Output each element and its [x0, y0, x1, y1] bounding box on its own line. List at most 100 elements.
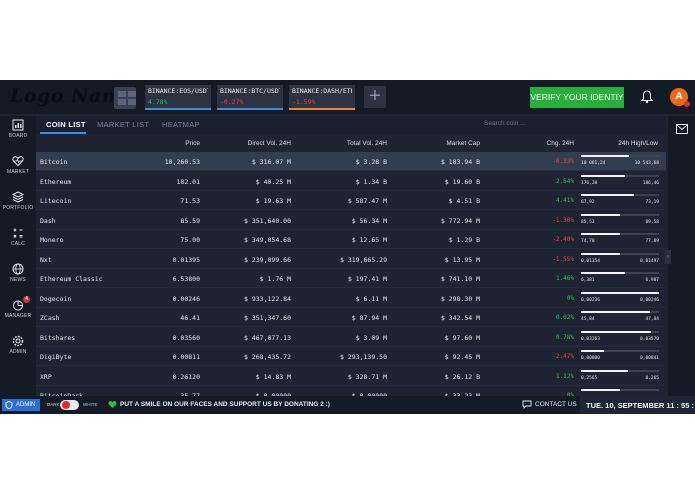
coin-table: Bitcoin 10,260.53 $ 316.07 M $ 3.28 B $ 183.…: [36, 152, 666, 396]
contact-us-link[interactable]: CONTACT US: [535, 401, 577, 408]
table-row[interactable]: Bitcoin 10,260.53 $ 316.07 M $ 3.28 B $ 183.…: [36, 152, 666, 171]
table-row[interactable]: XRP 0.26120 $ 14.83 M $ 328.71 M $ 26.12 B 1.…: [36, 367, 666, 386]
table-row[interactable]: BitcoinDark 35.77 $ 0.00000 $ 0.00000 $ 33.2…: [36, 386, 666, 396]
coin-total-vol: $ 3.28 B: [355, 158, 387, 166]
sidebar-item-label: BOARD: [8, 133, 28, 139]
tab-market-list[interactable]: MARKET LIST: [97, 120, 150, 129]
sidebar-item-board[interactable]: BOARD: [0, 116, 36, 150]
table-row[interactable]: Nxt 0.01395 $ 239,099.66 $ 319,665.29 $ 13.9…: [36, 250, 666, 269]
range-fill: [581, 213, 620, 216]
range-high: 89,58: [645, 219, 659, 225]
coin-direct-vol: $ 351,640.00: [244, 216, 291, 225]
coin-name: Bitshares: [40, 333, 76, 342]
tab-coin-list[interactable]: COIN LIST: [46, 120, 86, 129]
table-row[interactable]: Ethereum 182.01 $ 40.25 M $ 1.34 B $ 19.60 B…: [36, 172, 666, 191]
shield-icon: [5, 401, 13, 409]
range-high: 73,19: [645, 200, 659, 205]
coin-direct-vol: $ 349,054.68: [244, 236, 291, 244]
high-low-range: [581, 389, 659, 396]
high-low-range: 67,92 73,19: [581, 194, 659, 208]
ticker-dash[interactable]: BINANCE:DASH/ETH -1.59%: [289, 85, 355, 110]
pie-chart-icon: [13, 300, 23, 311]
range-low: 0,00236: [581, 297, 600, 303]
table-row[interactable]: DigiByte 0.00811 $ 268,435.72 $ 293,139.50 $…: [36, 347, 666, 366]
high-low-range: 0,2565 0,265: [581, 369, 659, 384]
coin-market-cap: $ 1.29 B: [448, 236, 480, 244]
coin-name: Dogecoin: [40, 294, 72, 303]
range-low: 0,2565: [581, 375, 598, 381]
header-change[interactable]: Chg. 24H: [546, 140, 574, 147]
coin-name: Dash: [40, 216, 56, 225]
range-fill: [581, 252, 620, 255]
coin-market-cap: $ 183.94 B: [440, 158, 480, 166]
table-row[interactable]: Litecoin 71.53 $ 19.63 M $ 587.47 M $ 4.51 B…: [36, 191, 666, 210]
ticker-pair: BINANCE:EOS/USDT: [148, 87, 208, 95]
coin-total-vol: $ 12.65 M: [351, 236, 387, 244]
top-header: Logo Name BINANCE:EOS/USDT 4.78% BINANCE…: [0, 80, 695, 114]
bell-icon[interactable]: [641, 90, 653, 104]
range-low: 176,28: [581, 180, 598, 186]
coin-price: 0.00811: [172, 353, 200, 361]
role-badge[interactable]: ADMIN: [2, 399, 40, 411]
logo: Logo Name: [10, 85, 135, 107]
dark-mode-label: DARK: [47, 402, 60, 407]
range-low: 10 081,24: [581, 161, 606, 166]
sidebar-item-admin[interactable]: ADMIN: [0, 332, 36, 366]
coin-price: 71.53: [180, 197, 200, 205]
ticker-change: 4.78%: [148, 98, 168, 106]
app-window: Logo Name BINANCE:EOS/USDT 4.78% BINANCE…: [0, 80, 695, 414]
range-fill: [581, 350, 604, 352]
coin-change: -1.55%: [552, 255, 574, 263]
table-row[interactable]: Dogecoin 0.00246 $ 933,122.84 $ 6.11 M $ 298…: [36, 289, 666, 308]
coin-market-cap: $ 298.30 M: [440, 294, 480, 303]
header-price[interactable]: Price: [185, 140, 200, 147]
sidebar-item-calc[interactable]: CALC: [0, 224, 36, 258]
ticker-change: -1.59%: [292, 98, 316, 106]
header-direct-vol[interactable]: Direct Vol. 24H: [247, 140, 291, 147]
coin-direct-vol: $ 467,077.13: [244, 333, 291, 342]
ticker-eos[interactable]: BINANCE:EOS/USDT 4.78%: [145, 85, 211, 110]
table-row[interactable]: Ethereum Classic 6.53800 $ 1.76 M $ 197.41 …: [36, 269, 666, 288]
panel-collapse-handle[interactable]: ›: [665, 250, 671, 264]
apps-grid-icon[interactable]: [114, 87, 136, 109]
theme-toggle-knob[interactable]: [62, 401, 70, 409]
coin-direct-vol: $ 0.00000: [255, 392, 291, 396]
table-row[interactable]: ZCash 46.41 $ 351,347.60 $ 87.94 M $ 342.54 …: [36, 308, 666, 327]
range-low: 85,53: [581, 219, 595, 225]
calculator-icon: [13, 228, 23, 238]
coin-change: 0%: [566, 392, 574, 396]
sidebar-item-news[interactable]: NEWS: [0, 260, 36, 294]
ticker-pair: BINANCE:DASH/ETH: [292, 87, 352, 95]
coin-price: 182.01: [176, 177, 200, 186]
range-high: 0,01497: [640, 258, 659, 264]
coin-name: XRP: [40, 372, 52, 381]
avatar[interactable]: A: [670, 88, 688, 106]
search-coin-input[interactable]: [484, 120, 584, 127]
table-row[interactable]: Monero 75.00 $ 349,054.68 $ 12.65 M $ 1.29 B…: [36, 230, 666, 249]
layers-icon: [12, 191, 24, 203]
mail-icon[interactable]: [676, 124, 688, 134]
header-high-low[interactable]: 24h High/Low: [618, 140, 658, 147]
high-low-range: 0,01354 0,01497: [581, 252, 659, 267]
coin-market-cap: $ 92.45 M: [444, 353, 480, 361]
table-row[interactable]: Dash 85.59 $ 351,640.00 $ 56.34 M $ 772.94 M…: [36, 211, 666, 230]
add-ticker-button[interactable]: +: [364, 86, 386, 108]
verify-identity-button[interactable]: VERIFY YOUR IDENTIY: [530, 87, 624, 108]
coin-change: 2.54%: [555, 177, 574, 185]
ticker-btc[interactable]: BINANCE:BTC/USDT -0.27%: [217, 85, 283, 110]
table-row[interactable]: Bitshares 0.03560 $ 467,077.13 $ 3.09 M $ 97…: [36, 328, 666, 347]
range-low: 0,01354: [581, 258, 600, 264]
sidebar-item-portfolio[interactable]: PORTFOLIO: [0, 188, 36, 222]
range-track: [581, 233, 659, 235]
high-low-range: 85,53 89,58: [581, 213, 659, 228]
range-track: [581, 389, 659, 391]
range-track: [581, 213, 659, 216]
coin-direct-vol: $ 40.25 M: [255, 177, 291, 186]
donate-message[interactable]: PUT A SMILE ON OUR FACES AND SUPPORT US …: [120, 401, 330, 408]
range-high: 6,907: [645, 278, 659, 283]
header-total-vol[interactable]: Total Vol. 24H: [346, 140, 387, 147]
sidebar-item-manager[interactable]: 4 MANAGER: [0, 296, 36, 330]
sidebar-item-market[interactable]: MARKET: [0, 152, 36, 186]
tab-heatmap[interactable]: HEATMAP: [162, 120, 200, 129]
header-market-cap[interactable]: Market Cap: [446, 140, 480, 147]
